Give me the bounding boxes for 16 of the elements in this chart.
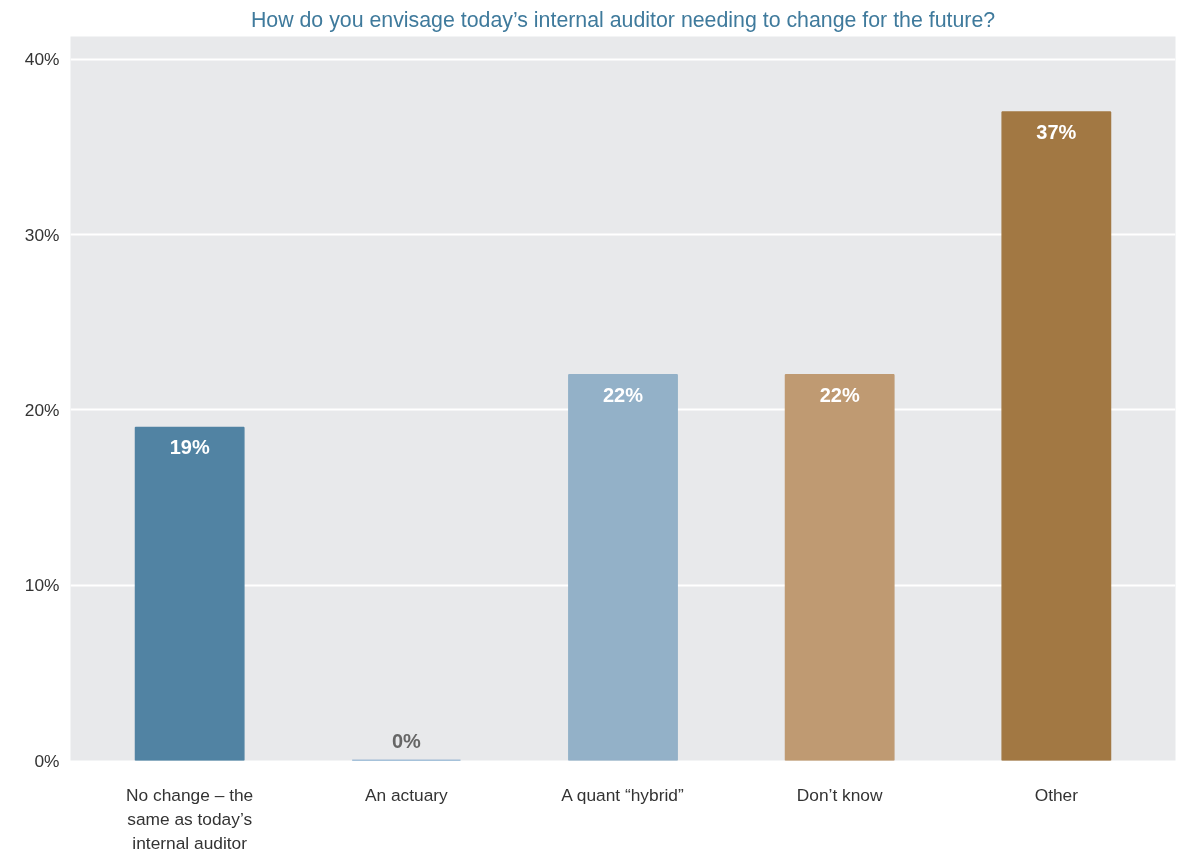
data-label: 19% (169, 436, 210, 459)
x-tick-label: Other (1034, 784, 1079, 805)
data-label: 37% (1036, 120, 1077, 143)
y-tick-label: 10% (24, 575, 60, 596)
chart-title: How do you envisage today’s internal auditor needing to change for the future? (250, 7, 996, 32)
y-tick-label: 30% (24, 224, 60, 245)
x-tick-label: An actuary (364, 784, 449, 805)
data-label: 0% (391, 729, 421, 752)
y-tick-label: 40% (24, 49, 60, 70)
x-tick-label: Don’t know (796, 784, 884, 805)
data-label: 22% (819, 383, 860, 406)
x-tick-label: No change – the same as today’s internal auditor (126, 784, 254, 853)
y-tick-label: 20% (24, 399, 60, 420)
y-tick-label: 0% (34, 750, 60, 771)
x-tick-label: A quant “hybrid” (561, 784, 684, 805)
data-label: 22% (602, 383, 644, 406)
